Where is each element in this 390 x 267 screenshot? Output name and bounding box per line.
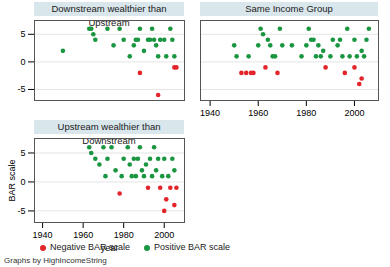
svg-text:-5: -5: [17, 84, 25, 94]
html-text:Graphs by HighIncomeString: Graphs by HighIncomeString: [4, 256, 107, 265]
svg-text:-5: -5: [17, 206, 25, 216]
svg-text:1940: 1940: [200, 108, 220, 118]
html-text:Upstream wealthier than Downst: Upstream wealthier than Downstream: [57, 121, 161, 146]
svg-text:2000: 2000: [344, 108, 364, 118]
svg-text:2000: 2000: [154, 230, 174, 240]
html-text:Positive BAR scale: Positive BAR scale: [154, 242, 231, 252]
svg-text:0: 0: [20, 57, 25, 67]
html-text:Downstream wealthier than Upst: Downstream wealthier than Upstream: [51, 3, 167, 28]
svg-text:5: 5: [20, 148, 25, 158]
svg-text:1980: 1980: [296, 108, 316, 118]
svg-text:1980: 1980: [114, 230, 134, 240]
html-text:Same Income Group: Same Income Group: [245, 3, 333, 14]
svg-text:5: 5: [20, 29, 25, 39]
svg-text:0: 0: [20, 177, 25, 187]
html-text:Negative BAR scale: Negative BAR scale: [50, 242, 130, 252]
svg-text:1960: 1960: [73, 230, 93, 240]
svg-text:BAR scale: BAR scale: [7, 159, 17, 201]
svg-text:1940: 1940: [33, 230, 53, 240]
svg-text:1960: 1960: [248, 108, 268, 118]
